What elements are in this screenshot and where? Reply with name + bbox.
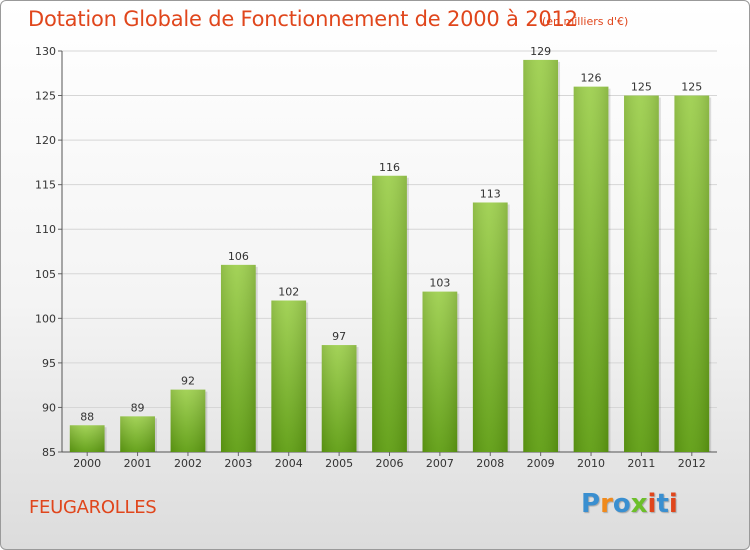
x-tick-label: 2000	[73, 457, 101, 470]
x-tick-label: 2008	[476, 457, 504, 470]
x-tick-label: 2001	[124, 457, 152, 470]
value-label: 116	[379, 161, 400, 174]
bar-shade	[170, 389, 206, 452]
logo-letter: r	[600, 489, 613, 519]
logo-letter: t	[656, 489, 669, 519]
bar-shade	[220, 264, 256, 452]
value-label: 97	[332, 330, 346, 343]
value-label: 92	[181, 375, 195, 388]
y-tick-label: 130	[35, 45, 56, 58]
logo-letter: i	[647, 489, 657, 519]
bar-shade	[624, 95, 659, 453]
value-label: 113	[480, 187, 501, 200]
value-label: 89	[131, 401, 145, 414]
y-tick-label: 120	[35, 134, 56, 147]
x-tick-label: 2012	[678, 457, 706, 470]
bar-shade	[573, 86, 609, 453]
logo-letter: o	[612, 489, 631, 519]
y-tick-label: 115	[35, 179, 56, 192]
bar-shade	[69, 425, 105, 452]
y-tick-label: 110	[35, 223, 56, 236]
x-tick-label: 2009	[527, 457, 555, 470]
proxiti-logo[interactable]: Proxiti	[581, 489, 678, 519]
x-tick-label: 2010	[577, 457, 605, 470]
y-tick-label: 95	[42, 357, 56, 370]
y-tick-label: 100	[35, 312, 56, 325]
value-label: 102	[278, 286, 299, 299]
x-tick-label: 2004	[275, 457, 303, 470]
bars	[69, 59, 712, 453]
x-tick-label: 2003	[224, 457, 252, 470]
bar-shade	[674, 95, 710, 453]
value-label: 126	[581, 72, 602, 85]
x-tick-label: 2011	[627, 457, 655, 470]
x-tick-label: 2005	[325, 457, 353, 470]
bar-shade	[523, 59, 559, 453]
value-label: 125	[631, 81, 652, 94]
value-label: 106	[228, 250, 249, 263]
logo-letter: P	[581, 489, 601, 519]
bar-shade	[472, 202, 508, 452]
y-tick-label: 90	[42, 401, 56, 414]
bar-shade	[372, 175, 407, 452]
x-tick-label: 2007	[426, 457, 454, 470]
y-tick-label: 125	[35, 90, 56, 103]
chart-subtitle: (en milliers d'€)	[542, 15, 629, 28]
value-label: 88	[80, 410, 94, 423]
value-label: 125	[681, 81, 702, 94]
logo-letter: i	[668, 489, 678, 519]
labels: 85 90 95 100 105 110 115 120 125 130 88 2000 89 2001 9…	[35, 45, 706, 470]
y-tick-label: 85	[42, 446, 56, 459]
y-tick-label: 105	[35, 268, 56, 281]
x-tick-label: 2002	[174, 457, 202, 470]
chart-title: Dotation Globale de Fonctionnement de 20…	[28, 7, 578, 31]
bar-shade	[321, 345, 357, 452]
bar-shade	[271, 300, 307, 452]
bar-shade	[120, 416, 155, 452]
commune-name: FEUGAROLLES	[29, 497, 157, 518]
value-label: 103	[429, 277, 450, 290]
logo-letter: x	[630, 489, 648, 519]
value-label: 129	[530, 45, 551, 58]
bar-shade	[422, 291, 458, 452]
x-tick-label: 2006	[376, 457, 404, 470]
